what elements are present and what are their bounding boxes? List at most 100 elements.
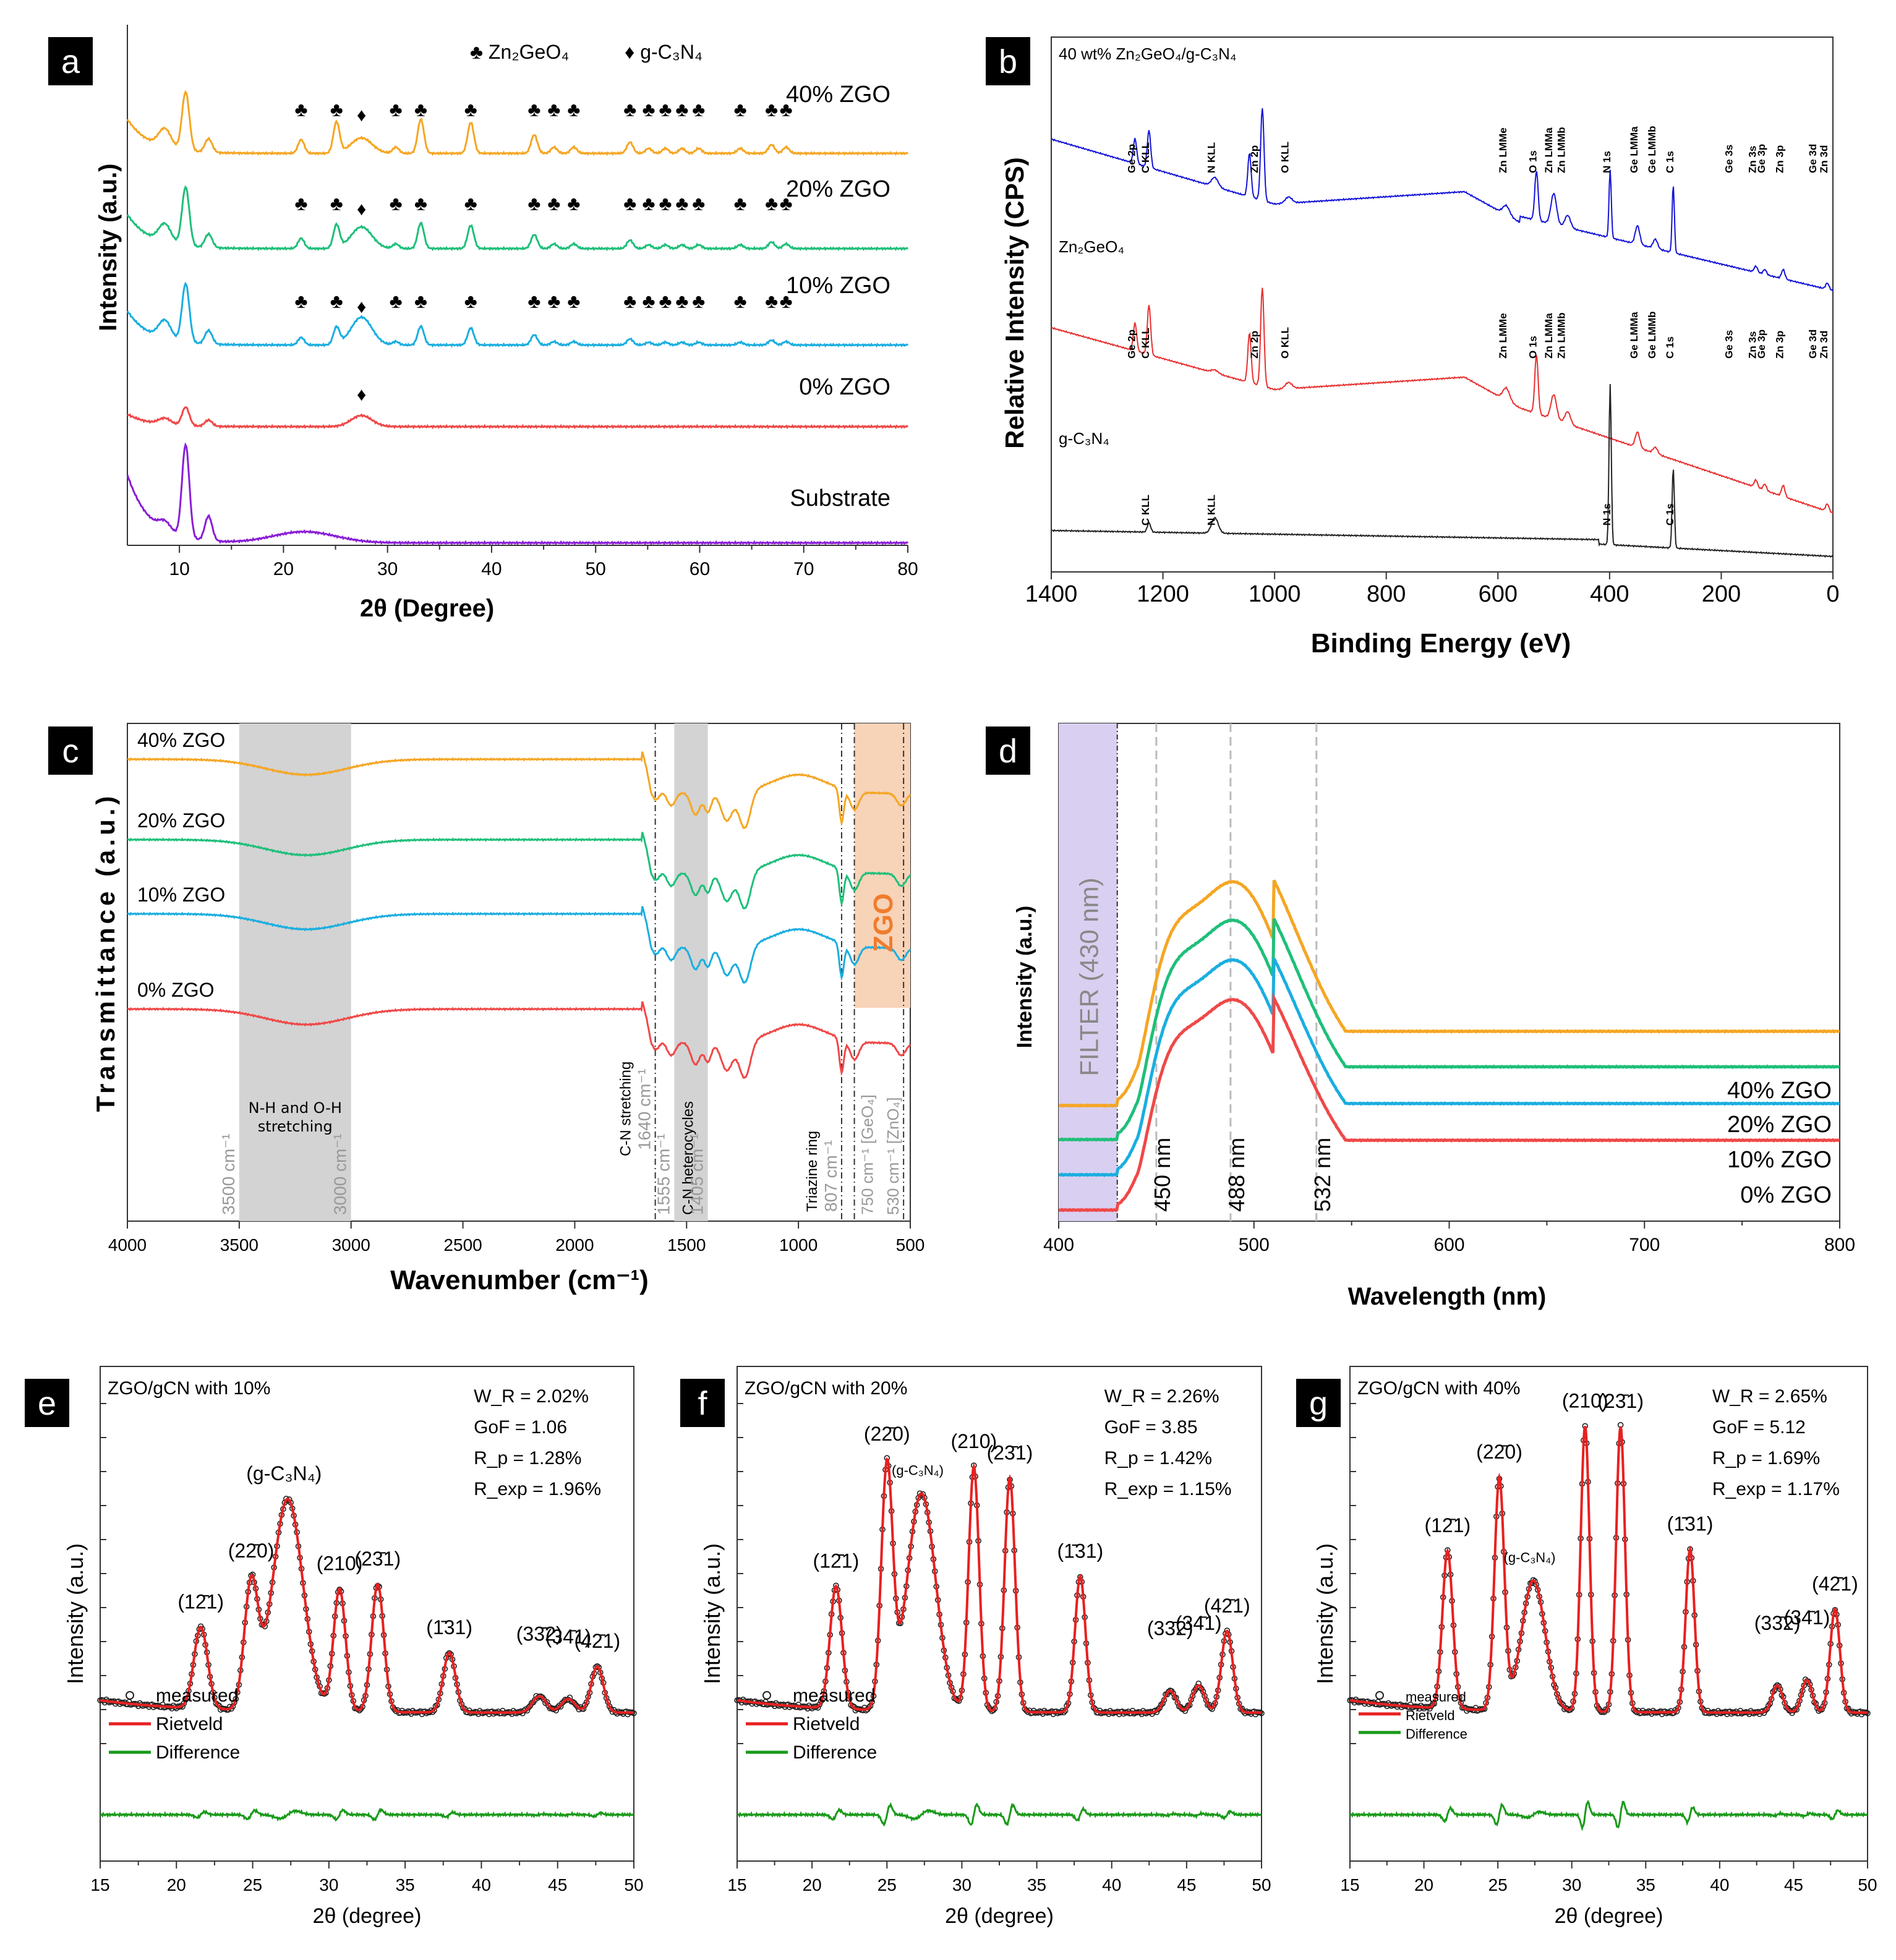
b-peak-label: Zn 2p: [1249, 145, 1260, 173]
a-zgo-marker: ♣: [414, 290, 427, 312]
d-frame: [1058, 723, 1840, 1222]
g-legend-label: Rietveld: [1406, 1708, 1454, 1723]
c-series-label: 10% ZGO: [137, 884, 225, 906]
e-xlabel: 2θ (degree): [313, 1904, 422, 1928]
f-measured-point: [1023, 1707, 1030, 1714]
e-peak-label: (42̄1): [574, 1630, 620, 1652]
f-peak-label: (23̄1): [987, 1442, 1033, 1464]
b-peak-label: Ge 3s: [1723, 330, 1735, 359]
f-peak-label: (22̄0): [864, 1423, 910, 1445]
panel-label-box: [25, 1379, 69, 1427]
b-peak-label: Zn 3p: [1774, 331, 1786, 359]
a-x-tick-label: 70: [793, 559, 814, 579]
e-peak-label: (23̄1): [354, 1548, 401, 1570]
b-peak-label: O KLL: [1279, 327, 1291, 359]
b-peak-label: C KLL: [1140, 142, 1151, 173]
panel-label-d: d: [999, 733, 1017, 770]
a-zgo-marker: ♣: [567, 290, 580, 312]
f-legend-label: measured: [793, 1685, 875, 1706]
b-series-g-C₃N₄: [1051, 384, 1834, 558]
f-peak-label: (34̄1): [1176, 1612, 1222, 1634]
g-measured-point: [1530, 1577, 1537, 1583]
b-series-40 wt% Zn₂GeO₄/g-C₃N₄: [1051, 108, 1834, 292]
a-zgo-marker: ♣: [692, 290, 705, 312]
d-x-tick-label: 800: [1824, 1235, 1855, 1255]
a-zgo-marker: ♣: [692, 98, 705, 121]
f-measured-point: [816, 1701, 823, 1708]
g-x-tick-label: 40: [1710, 1875, 1729, 1894]
b-peak-label: C 1s: [1664, 151, 1676, 173]
c-band-label: 530 cm⁻¹ [ZnO₄]: [884, 1097, 902, 1216]
a-zgo-marker: ♣: [390, 192, 403, 215]
e-measured-point: [446, 1650, 453, 1656]
b-peak-label: C KLL: [1140, 495, 1151, 526]
g-peak-label: (22̄0): [1476, 1441, 1522, 1463]
b-peak-label: Ge 3d: [1807, 144, 1819, 173]
c-x-tick-label: 2000: [555, 1235, 594, 1255]
a-zgo-marker: ♣: [330, 98, 343, 121]
e-legend-label: Rietveld: [156, 1714, 223, 1734]
a-zgo-marker: ♣: [464, 290, 477, 312]
b-peak-label: N KLL: [1206, 495, 1218, 526]
c-x-tick-label: 2500: [443, 1235, 482, 1255]
g-legend-label: measured: [1406, 1689, 1466, 1705]
e-stat: GoF = 1.06: [474, 1417, 567, 1438]
b-peak-label: N 1s: [1601, 151, 1613, 173]
e-x-tick-label: 20: [167, 1875, 186, 1894]
a-series-label: Substrate: [790, 485, 890, 511]
a-zgo-marker: ♣: [414, 98, 427, 121]
a-zgo-marker: ♣: [765, 290, 778, 312]
b-peak-label: N 1s: [1601, 503, 1613, 526]
b-peak-label: O 1s: [1527, 150, 1539, 173]
a-series-20% ZGO: [126, 185, 909, 252]
f-measured-point: [1155, 1706, 1161, 1713]
a-zgo-marker: ♣: [547, 98, 560, 121]
b-peak-label: Zn 3d: [1818, 331, 1830, 359]
e-measured-point: [559, 1700, 565, 1706]
d-filter-label: FILTER (430 nm): [1074, 877, 1103, 1076]
d-series-0% ZGO: [1058, 992, 1840, 1212]
c-band-label: 1640 cm⁻¹: [635, 1069, 654, 1151]
a-zgo-marker: ♣: [765, 192, 778, 215]
a-zgo-marker: ♣: [547, 290, 560, 312]
d-series-label: 0% ZGO: [1740, 1182, 1832, 1208]
e-peak-label: (210): [317, 1552, 363, 1574]
a-zgo-marker: ♣: [734, 290, 747, 312]
a-zgo-marker: ♣: [780, 290, 793, 312]
b-x-tick-label: 1400: [1025, 581, 1078, 607]
g-measured-point: [1764, 1706, 1770, 1712]
g-stat: R_p = 1.69%: [1712, 1448, 1820, 1468]
c-ylabel: Transmittance (a.u.): [91, 793, 120, 1112]
g-stat: W_R = 2.65%: [1712, 1386, 1827, 1407]
b-peak-label: Ge 3s: [1723, 145, 1735, 173]
b-peak-label: Zn 3p: [1774, 145, 1786, 173]
g-peak-label: (12̄1): [1424, 1514, 1471, 1536]
c-series-40% ZGO: [127, 751, 912, 830]
e-peak-label: (34̄1): [545, 1626, 592, 1648]
b-peak-label: Zn 3s: [1746, 331, 1758, 359]
g-x-tick-label: 20: [1414, 1875, 1433, 1894]
f-x-tick-label: 35: [1027, 1875, 1046, 1894]
f-x-tick-label: 40: [1102, 1875, 1121, 1894]
a-zgo-marker: ♣: [295, 192, 308, 215]
c-band-label: C-N stretching: [618, 1062, 634, 1156]
b-x-tick-label: 200: [1702, 581, 1741, 607]
c-zgo-label: ZGO: [868, 893, 899, 952]
g-x-tick-label: 35: [1636, 1875, 1655, 1894]
f-x-tick-label: 45: [1177, 1875, 1196, 1894]
e-rietveld-curve: [100, 1498, 634, 1714]
b-peak-label: Zn 3d: [1818, 145, 1830, 173]
d-x-tick-label: 600: [1433, 1235, 1464, 1255]
b-peak-label: Ge 3p: [1756, 330, 1767, 359]
b-x-tick-label: 400: [1590, 581, 1629, 607]
panel-label-box: [1296, 1379, 1341, 1427]
a-gcn-marker: ♦: [357, 199, 366, 219]
a-x-tick-label: 50: [586, 559, 606, 579]
a-x-tick-label: 20: [273, 559, 294, 579]
g-peak-label: (210): [1562, 1390, 1608, 1412]
d-series-10% ZGO: [1058, 958, 1840, 1177]
panel-label-g: g: [1309, 1385, 1328, 1422]
f-peak-label: (12̄1): [813, 1549, 860, 1572]
e-x-tick-label: 50: [624, 1875, 643, 1894]
c-band-label: 3500 cm⁻¹: [219, 1134, 238, 1216]
